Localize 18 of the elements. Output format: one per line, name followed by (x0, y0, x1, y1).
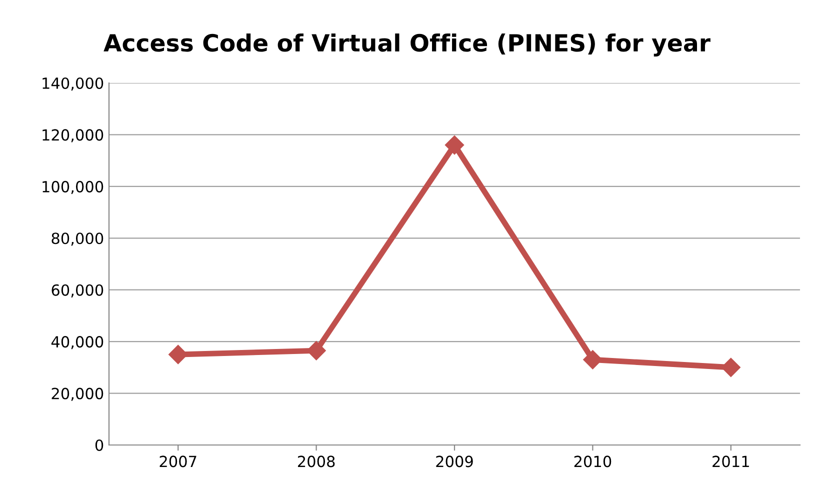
point (306, 341, 326, 360)
chart-title: Access Code of Virtual Office (PINES) for year (104, 33, 710, 57)
y-tick-label: 140,000 (42, 77, 104, 91)
y-tick-label: 20,000 (52, 388, 104, 401)
x-tick-label: 2010 (574, 456, 612, 468)
point (583, 350, 602, 370)
x-tick-label: 2008 (298, 456, 335, 468)
y-tick-label: 120,000 (42, 129, 104, 142)
y-tick-label: 40,000 (51, 336, 104, 350)
x-tick-label: 2011 (712, 456, 749, 468)
x-tick-label: 2007 (160, 456, 196, 468)
y-tick-label: 80,000 (52, 232, 104, 246)
x-tick-label: 2009 (436, 456, 473, 468)
point (721, 358, 740, 377)
y-tick-label: 60,000 (52, 284, 104, 298)
point (444, 136, 464, 155)
y-tick-label: 100,000 (42, 180, 104, 194)
y-tick-label: 0 (95, 439, 104, 452)
